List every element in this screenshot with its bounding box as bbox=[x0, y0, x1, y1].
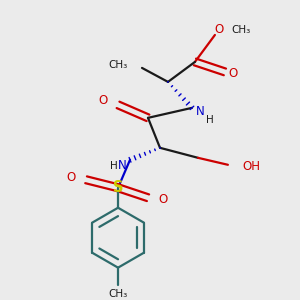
Text: H: H bbox=[206, 115, 214, 125]
Text: O: O bbox=[214, 23, 224, 37]
Text: H: H bbox=[110, 161, 118, 171]
Text: O: O bbox=[99, 94, 108, 107]
Text: N: N bbox=[196, 105, 205, 119]
Text: O: O bbox=[228, 68, 238, 80]
Text: O: O bbox=[67, 171, 76, 184]
Text: OH: OH bbox=[242, 160, 260, 173]
Text: S: S bbox=[113, 180, 123, 195]
Text: CH₃: CH₃ bbox=[108, 289, 128, 298]
Text: CH₃: CH₃ bbox=[231, 25, 250, 35]
Text: CH₃: CH₃ bbox=[109, 60, 128, 70]
Text: N: N bbox=[118, 159, 127, 172]
Text: O: O bbox=[158, 193, 167, 206]
